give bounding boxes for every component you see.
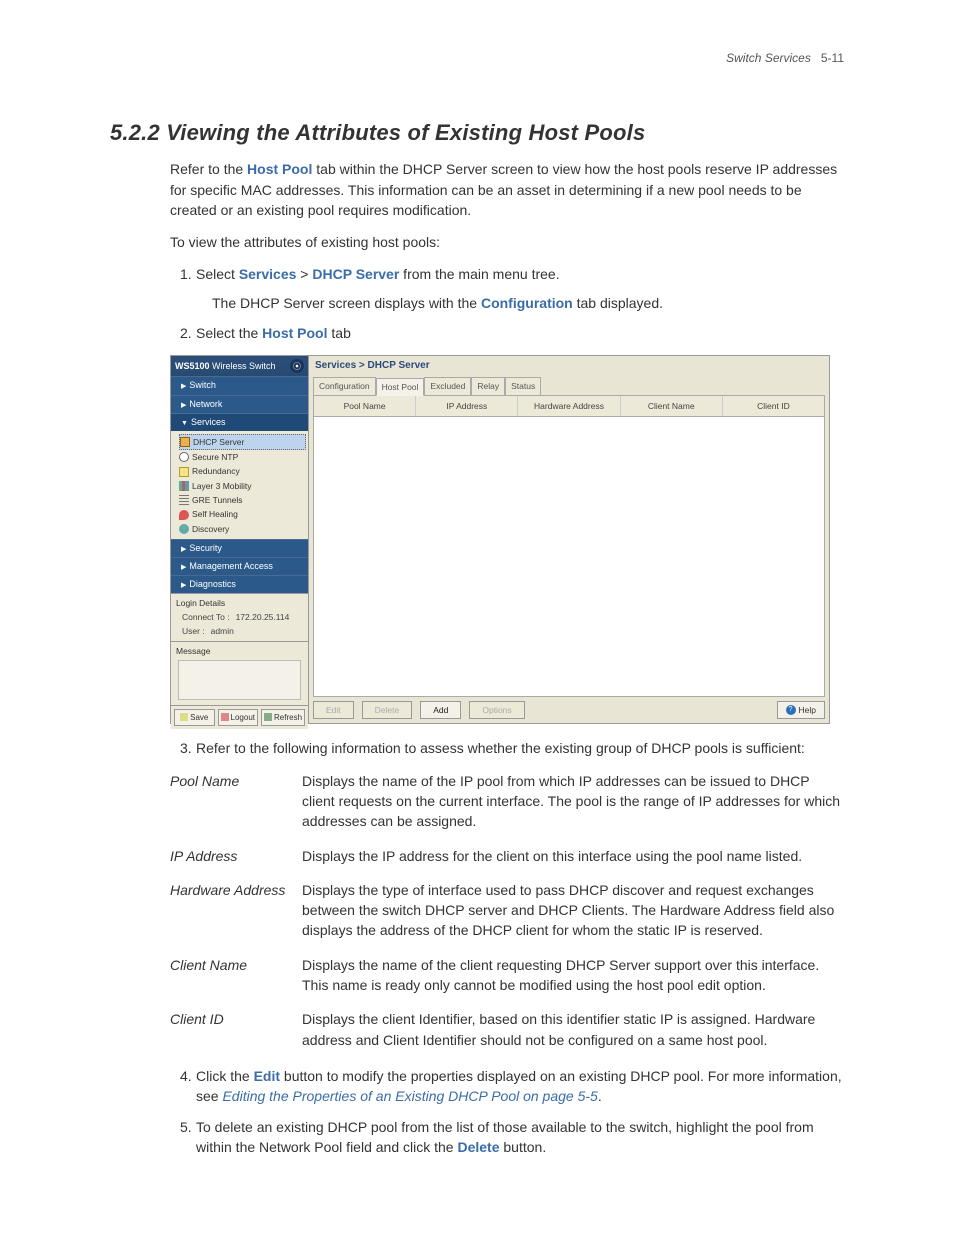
tab-host-pool[interactable]: Host Pool bbox=[376, 378, 425, 396]
nav-network[interactable]: ▶Network bbox=[171, 395, 308, 413]
clock-icon bbox=[179, 452, 189, 462]
tab-excluded[interactable]: Excluded bbox=[424, 377, 471, 395]
tab-relay[interactable]: Relay bbox=[471, 377, 505, 395]
dhcp-screenshot: WS5100 Wireless Switch ⦿ ▶Switch ▶Networ… bbox=[170, 355, 830, 724]
delete-button[interactable]: Delete bbox=[362, 701, 413, 719]
refresh-icon bbox=[264, 713, 272, 721]
add-button[interactable]: Add bbox=[420, 701, 461, 719]
tree-secure-ntp[interactable]: Secure NTP bbox=[179, 450, 306, 464]
globe-icon bbox=[179, 524, 189, 534]
options-button[interactable]: Options bbox=[469, 701, 524, 719]
nav-mgmt-access[interactable]: ▶Management Access bbox=[171, 557, 308, 575]
services-tree: DHCP Server Secure NTP Redundancy Layer … bbox=[171, 431, 308, 539]
save-button[interactable]: Save bbox=[174, 709, 215, 727]
step-4: 4. Click the Edit button to modify the p… bbox=[180, 1066, 844, 1107]
save-icon bbox=[180, 713, 188, 721]
bottom-bar: Edit Delete Add Options ?Help bbox=[309, 697, 829, 723]
nav-switch[interactable]: ▶Switch bbox=[171, 376, 308, 394]
login-details: Login Details Connect To :172.20.25.114 … bbox=[171, 593, 308, 641]
nav-services[interactable]: ▼Services bbox=[171, 413, 308, 431]
col-hw-address[interactable]: Hardware Address bbox=[518, 396, 620, 416]
edit-button[interactable]: Edit bbox=[313, 701, 354, 719]
lines-icon bbox=[179, 495, 189, 505]
tree-redundancy[interactable]: Redundancy bbox=[179, 464, 306, 478]
link-editing-pool[interactable]: Editing the Properties of an Existing DH… bbox=[222, 1088, 597, 1104]
refresh-button[interactable]: Refresh bbox=[261, 709, 305, 727]
step-1: 1. Select Services > DHCP Server from th… bbox=[180, 264, 844, 313]
breadcrumb: Services > DHCP Server bbox=[309, 356, 829, 377]
tree-discovery[interactable]: Discovery bbox=[179, 522, 306, 536]
tab-status[interactable]: Status bbox=[505, 377, 541, 395]
col-client-name[interactable]: Client Name bbox=[621, 396, 723, 416]
section-heading: 5.2.2 Viewing the Attributes of Existing… bbox=[110, 117, 844, 149]
folder-icon bbox=[179, 467, 189, 477]
definitions-table: Pool Name Displays the name of the IP po… bbox=[170, 771, 844, 1050]
header-section: Switch Services bbox=[726, 51, 811, 65]
table-header: Pool Name IP Address Hardware Address Cl… bbox=[314, 396, 824, 417]
logout-button[interactable]: Logout bbox=[218, 709, 259, 727]
heart-icon bbox=[179, 510, 189, 520]
logout-icon bbox=[221, 713, 229, 721]
host-pool-term: Host Pool bbox=[247, 161, 312, 177]
message-box: Message bbox=[171, 641, 308, 704]
help-icon: ? bbox=[786, 705, 796, 715]
main-panel: Services > DHCP Server Configuration Hos… bbox=[309, 356, 829, 723]
step-3: 3. Refer to the following information to… bbox=[180, 738, 844, 758]
col-client-id[interactable]: Client ID bbox=[723, 396, 824, 416]
def-pool-name: Pool Name Displays the name of the IP po… bbox=[170, 771, 844, 832]
bars-icon bbox=[179, 481, 189, 491]
intro-paragraph-2: To view the attributes of existing host … bbox=[170, 232, 844, 252]
tab-configuration[interactable]: Configuration bbox=[313, 377, 376, 395]
tree-dhcp-server[interactable]: DHCP Server bbox=[179, 434, 306, 450]
message-area bbox=[178, 660, 301, 700]
step-5: 5. To delete an existing DHCP pool from … bbox=[180, 1117, 844, 1158]
tree-self-healing[interactable]: Self Healing bbox=[179, 507, 306, 521]
tab-strip: Configuration Host Pool Excluded Relay S… bbox=[309, 377, 829, 395]
def-client-name: Client Name Displays the name of the cli… bbox=[170, 955, 844, 996]
def-client-id: Client ID Displays the client Identifier… bbox=[170, 1009, 844, 1050]
col-pool-name[interactable]: Pool Name bbox=[314, 396, 416, 416]
sidebar: WS5100 Wireless Switch ⦿ ▶Switch ▶Networ… bbox=[171, 356, 309, 723]
tree-layer3[interactable]: Layer 3 Mobility bbox=[179, 479, 306, 493]
def-hw-address: Hardware Address Displays the type of in… bbox=[170, 880, 844, 941]
host-pool-table: Pool Name IP Address Hardware Address Cl… bbox=[313, 395, 825, 697]
tree-gre[interactable]: GRE Tunnels bbox=[179, 493, 306, 507]
header-page: 5-11 bbox=[821, 51, 844, 65]
page-header: Switch Services 5-11 bbox=[110, 50, 844, 67]
nav-security[interactable]: ▶Security bbox=[171, 539, 308, 557]
sidebar-title: WS5100 Wireless Switch ⦿ bbox=[171, 356, 308, 376]
help-button[interactable]: ?Help bbox=[777, 701, 825, 719]
col-ip-address[interactable]: IP Address bbox=[416, 396, 518, 416]
table-body-empty bbox=[314, 417, 824, 665]
step-2: 2. Select the Host Pool tab bbox=[180, 323, 844, 343]
step-1-sub: The DHCP Server screen displays with the… bbox=[196, 293, 844, 313]
intro-paragraph-1: Refer to the Host Pool tab within the DH… bbox=[170, 159, 844, 220]
motorola-logo-icon: ⦿ bbox=[290, 359, 304, 373]
def-ip-address: IP Address Displays the IP address for t… bbox=[170, 846, 844, 866]
dhcp-icon bbox=[180, 437, 190, 447]
nav-diagnostics[interactable]: ▶Diagnostics bbox=[171, 575, 308, 593]
